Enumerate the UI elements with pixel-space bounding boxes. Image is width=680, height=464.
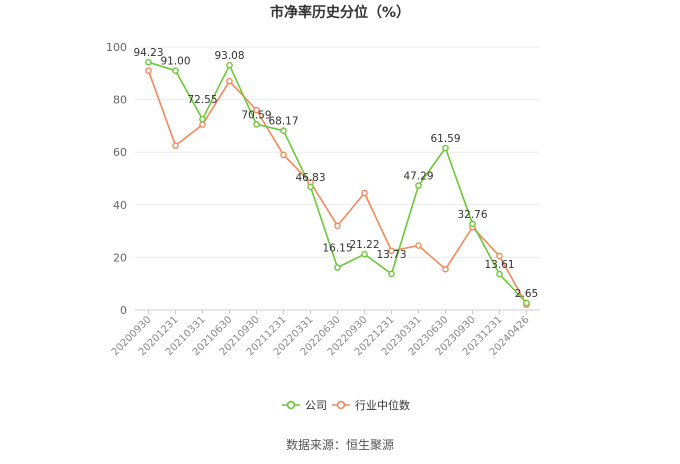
y-axis: 0 20 40 60 80 100 (106, 41, 127, 317)
data-label: 91.00 (160, 56, 190, 68)
data-point-0[interactable] (226, 61, 233, 69)
data-point-0[interactable] (334, 264, 341, 271)
y-tick-label: 40 (113, 199, 127, 212)
data-source-note: 数据来源：恒生聚源 (286, 437, 394, 452)
data-point-1[interactable] (199, 121, 206, 128)
data-point-1[interactable] (442, 265, 449, 273)
data-point-0[interactable] (496, 270, 503, 278)
data-label: 13.61 (484, 259, 514, 271)
data-label: 94.23 (133, 47, 163, 59)
series-points (145, 58, 530, 309)
legend-item-1[interactable]: 行业中位数 (332, 398, 410, 412)
data-point-1[interactable] (388, 247, 395, 255)
legend[interactable]: 公司 行业中位数 (282, 398, 410, 412)
legend-label: 公司 (305, 399, 327, 412)
data-label: 21.22 (349, 239, 379, 251)
data-label: 70.59 (241, 109, 271, 121)
data-point-1[interactable] (334, 222, 341, 230)
data-label: 61.59 (430, 133, 460, 145)
data-point-1[interactable] (280, 151, 287, 159)
data-point-0[interactable] (280, 127, 287, 135)
data-point-1[interactable] (226, 77, 233, 85)
data-point-0[interactable] (172, 67, 179, 74)
data-point-1[interactable] (172, 142, 179, 149)
data-point-0[interactable] (199, 115, 206, 123)
x-axis: 2020093020201231202103312021063020210930… (110, 310, 532, 358)
data-point-0[interactable] (361, 250, 368, 258)
data-label: 32.76 (457, 209, 487, 221)
data-point-0[interactable] (442, 144, 449, 152)
legend-label: 行业中位数 (355, 398, 410, 412)
data-label: 72.55 (187, 94, 217, 106)
data-point-1[interactable] (361, 189, 368, 197)
data-point-1[interactable] (496, 252, 503, 260)
data-label: 46.83 (295, 172, 325, 184)
data-point-0[interactable] (253, 121, 260, 128)
data-point-0[interactable] (523, 299, 530, 307)
legend-marker (336, 400, 346, 410)
data-point-0[interactable] (307, 183, 314, 191)
data-point-1[interactable] (415, 242, 422, 249)
data-point-1[interactable] (145, 67, 152, 74)
data-point-1[interactable] (253, 106, 260, 114)
data-point-0[interactable] (469, 220, 476, 228)
y-tick-label: 0 (120, 304, 127, 317)
chart-title: 市净率历史分位（%） (270, 4, 410, 21)
legend-item-0[interactable]: 公司 (282, 399, 327, 412)
data-label: 13.73 (376, 249, 406, 261)
y-tick-label: 100 (106, 41, 127, 54)
y-tick-label: 20 (113, 251, 127, 264)
data-label: 47.29 (403, 171, 433, 183)
y-tick-label: 80 (113, 94, 127, 107)
data-label: 68.17 (268, 116, 298, 128)
data-point-0[interactable] (415, 182, 422, 189)
data-point-0[interactable] (388, 270, 395, 278)
data-label: 2.65 (515, 288, 538, 300)
data-point-0[interactable] (145, 58, 152, 66)
data-label: 93.08 (214, 50, 244, 62)
data-label: 16.15 (322, 243, 352, 255)
legend-marker (286, 400, 296, 410)
y-tick-label: 60 (113, 146, 127, 159)
